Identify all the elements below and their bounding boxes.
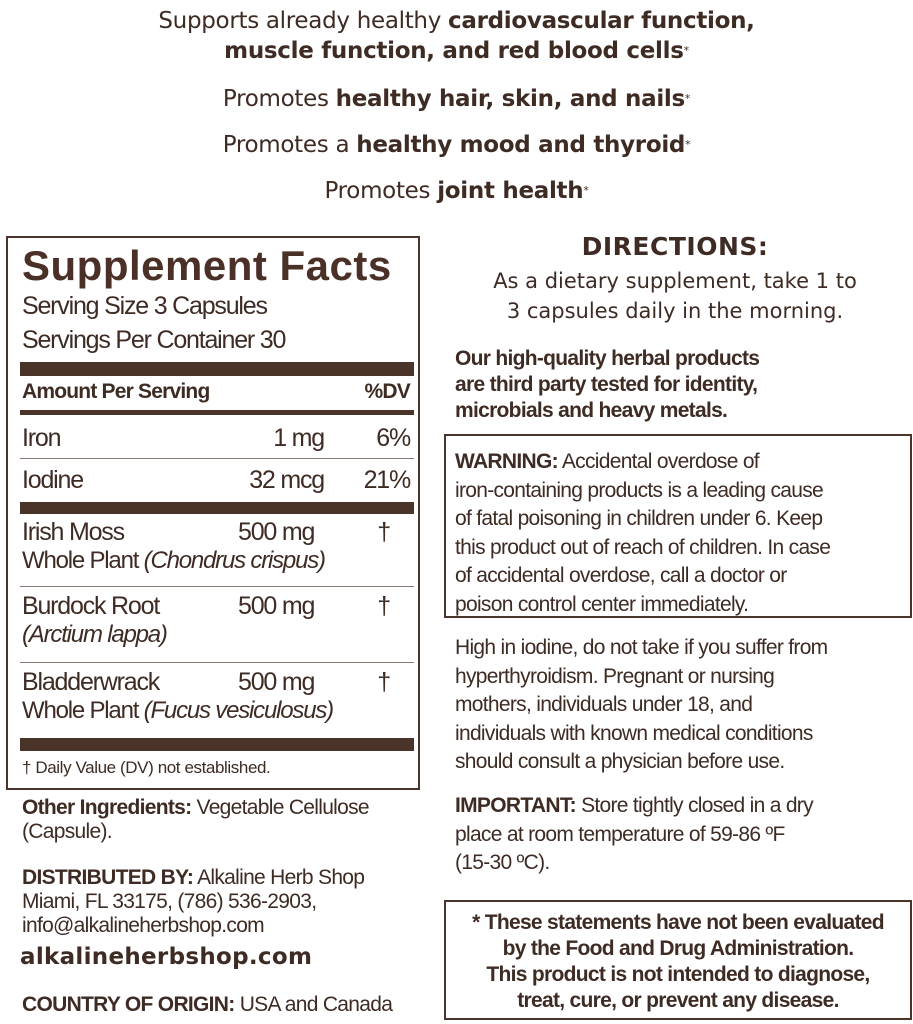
servings-per-container: Servings Per Container 30 — [22, 326, 286, 354]
table-row: Iron 1 mg 6% — [22, 424, 411, 452]
divider — [20, 458, 414, 459]
supplement-facts-panel: Supplement Facts Serving Size 3 Capsules… — [6, 236, 420, 790]
divider-bar — [20, 502, 414, 514]
claim-1-cont: muscle function, and red blood cells* — [224, 38, 689, 64]
divider-bar — [20, 362, 414, 376]
divider-bar — [20, 738, 414, 751]
other-ingredients: Other Ingredients: Vegetable Cellulose (C… — [22, 796, 370, 843]
directions-title: DIRECTIONS: — [581, 232, 769, 261]
table-row: Irish Moss 500 mg † Whole Plant (Chondrus c… — [22, 518, 391, 574]
serving-size: Serving Size 3 Capsules — [22, 292, 268, 320]
claim-1: Supports already healthy cardiovascular … — [158, 8, 755, 34]
dv-footnote: † Daily Value (DV) not established. — [22, 758, 271, 777]
website-link[interactable]: alkalineherbshop.com — [20, 944, 313, 970]
divider — [20, 662, 414, 663]
claim-2: Promotes healthy hair, skin, and nails* — [222, 86, 691, 112]
table-row: Burdock Root 500 mg † (Arctium lappa) — [22, 592, 391, 648]
fda-disclaimer: * These statements have not been evaluat… — [472, 911, 884, 1012]
distributor-info: DISTRIBUTED BY: Alkaline Herb Shop Miami,… — [22, 866, 365, 937]
header-amount: Amount Per Serving — [22, 380, 210, 403]
claim-4: Promotes joint health* — [324, 178, 589, 204]
table-header: Amount Per Serving %DV — [22, 380, 411, 404]
supplement-facts-title: Supplement Facts — [22, 242, 392, 289]
country-of-origin: COUNTRY OF ORIGIN: USA and Canada — [22, 993, 393, 1016]
iodine-caution: High in iodine, do not take if you suffe… — [455, 636, 828, 773]
storage-instructions: IMPORTANT: Store tightly closed in a dry… — [455, 794, 814, 874]
divider — [20, 586, 414, 587]
claim-3: Promotes a healthy mood and thyroid* — [222, 132, 691, 158]
fda-disclaimer-box: * These statements have not been evaluat… — [444, 900, 912, 1020]
benefit-claims: Supports already healthy cardiovascular … — [0, 0, 913, 206]
divider-bar — [20, 410, 414, 415]
header-dv: %DV — [364, 380, 411, 403]
table-row: Iodine 32 mcg 21% — [22, 466, 411, 494]
warning-text: WARNING: Accidental overdose of iron-cont… — [455, 450, 831, 616]
directions-text: As a dietary supplement, take 1 to 3 caps… — [493, 269, 857, 323]
warning-box: WARNING: Accidental overdose of iron-cont… — [444, 434, 912, 618]
table-row: Bladderwrack 500 mg † Whole Plant (Fucus ve… — [22, 668, 391, 724]
quality-statement: Our high-quality herbal products are thir… — [455, 347, 760, 422]
